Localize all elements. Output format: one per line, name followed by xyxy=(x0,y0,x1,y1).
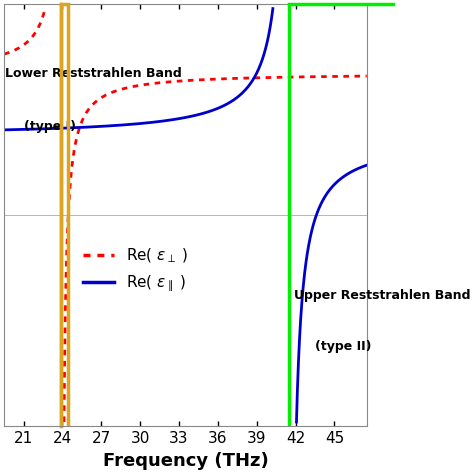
Legend: Re( $\epsilon_{\perp}$ ), Re( $\epsilon_{\parallel}$ ): Re( $\epsilon_{\perp}$ ), Re( $\epsilon_… xyxy=(77,240,194,301)
Text: Lower Reststrahlen Band: Lower Reststrahlen Band xyxy=(6,67,182,80)
Text: (type I): (type I) xyxy=(24,120,75,133)
Text: Upper Reststrahlen Band: Upper Reststrahlen Band xyxy=(294,289,471,302)
Text: (type II): (type II) xyxy=(315,340,372,353)
X-axis label: Frequency (THz): Frequency (THz) xyxy=(102,452,268,470)
